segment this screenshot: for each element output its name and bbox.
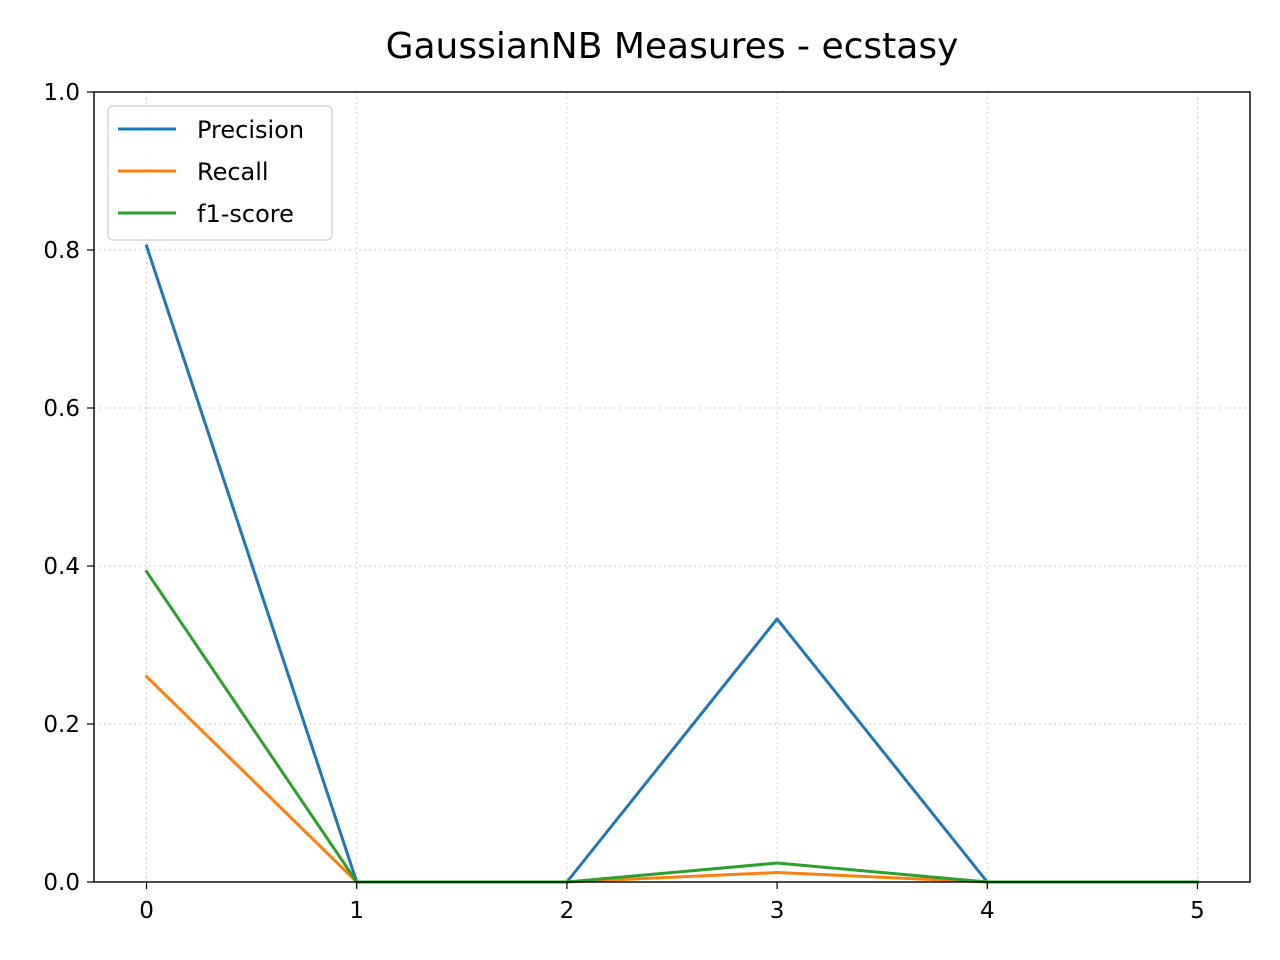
y-tick-label: 1.0 — [43, 80, 80, 106]
x-tick-label: 0 — [139, 898, 154, 924]
y-tick-label: 0.4 — [43, 554, 80, 580]
legend-item: Recall — [118, 158, 269, 186]
legend-label: Precision — [197, 116, 304, 144]
legend-label: Recall — [197, 158, 269, 186]
legend-item: Precision — [118, 116, 304, 144]
axes-frame — [93, 91, 1251, 883]
y-tick-label: 0.8 — [43, 238, 80, 264]
y-tick-label: 0.0 — [43, 870, 80, 896]
chart-title: GaussianNB Measures - ecstasy — [386, 26, 959, 67]
x-tick-label: 1 — [349, 898, 364, 924]
grid — [94, 91, 1250, 883]
series-line-recall — [144, 674, 1199, 884]
y-tick-label: 0.2 — [43, 712, 80, 738]
series-lines — [144, 244, 1199, 884]
y-tick-label: 0.6 — [43, 396, 80, 422]
x-tick-label: 2 — [560, 898, 575, 924]
legend-item: f1-score — [118, 200, 294, 228]
x-tick-label: 3 — [770, 898, 785, 924]
x-axis: 0 1 2 3 4 5 — [139, 882, 1205, 924]
legend: Precision Recall f1-score — [107, 105, 333, 241]
legend-label: f1-score — [197, 200, 294, 228]
y-axis: 0.0 0.2 0.4 0.6 0.8 1.0 — [43, 80, 94, 896]
x-tick-label: 4 — [980, 898, 995, 924]
legend-box — [107, 105, 333, 241]
x-tick-label: 5 — [1190, 898, 1205, 924]
series-line-precision — [144, 244, 1199, 884]
